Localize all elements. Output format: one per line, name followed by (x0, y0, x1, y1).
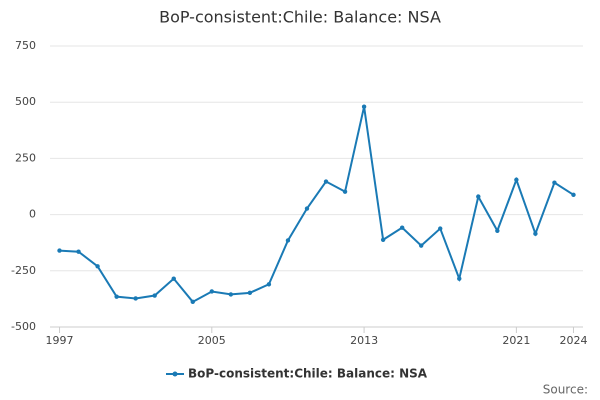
point (133, 296, 138, 301)
point (152, 293, 157, 298)
y-tick-label: 0 (29, 208, 36, 221)
point (476, 194, 481, 199)
point (95, 264, 100, 269)
point (323, 179, 329, 184)
point (76, 249, 81, 254)
point (418, 243, 424, 248)
point (514, 177, 519, 182)
y-tick-label: 250 (15, 151, 36, 164)
point (190, 299, 195, 305)
point (457, 276, 462, 281)
point (247, 290, 253, 296)
point (209, 289, 215, 294)
chart-title: BoP-consistent:Chile: Balance: NSA (159, 8, 441, 27)
point (495, 228, 500, 233)
x-tick-label: 1997 (46, 334, 74, 347)
point (266, 282, 272, 287)
source: Source: (543, 383, 588, 397)
y-tick-label: -500 (11, 320, 36, 333)
y-tick-label: -250 (11, 264, 36, 277)
point (438, 226, 443, 231)
x-tick-label: 2021 (502, 334, 530, 347)
point (57, 248, 62, 253)
line (59, 106, 575, 304)
x-tick-label: 2024 (559, 334, 587, 347)
y-tick-label: 750 (15, 39, 36, 52)
point (361, 104, 367, 109)
point (571, 192, 576, 198)
point (228, 292, 234, 297)
x-tick-label: 2005 (198, 334, 226, 347)
legend-label: BoP-consistent:Chile: Balance: NSA (188, 367, 428, 381)
point (380, 237, 386, 242)
point (171, 276, 176, 281)
point (114, 294, 119, 299)
point (552, 180, 557, 185)
point (533, 231, 538, 236)
point (285, 238, 291, 243)
point (342, 189, 348, 194)
x-tick-label: 2013 (350, 334, 378, 347)
point (399, 225, 405, 230)
y-tick-label: 500 (15, 95, 36, 108)
legend-marker (172, 371, 178, 377)
point (304, 206, 310, 211)
